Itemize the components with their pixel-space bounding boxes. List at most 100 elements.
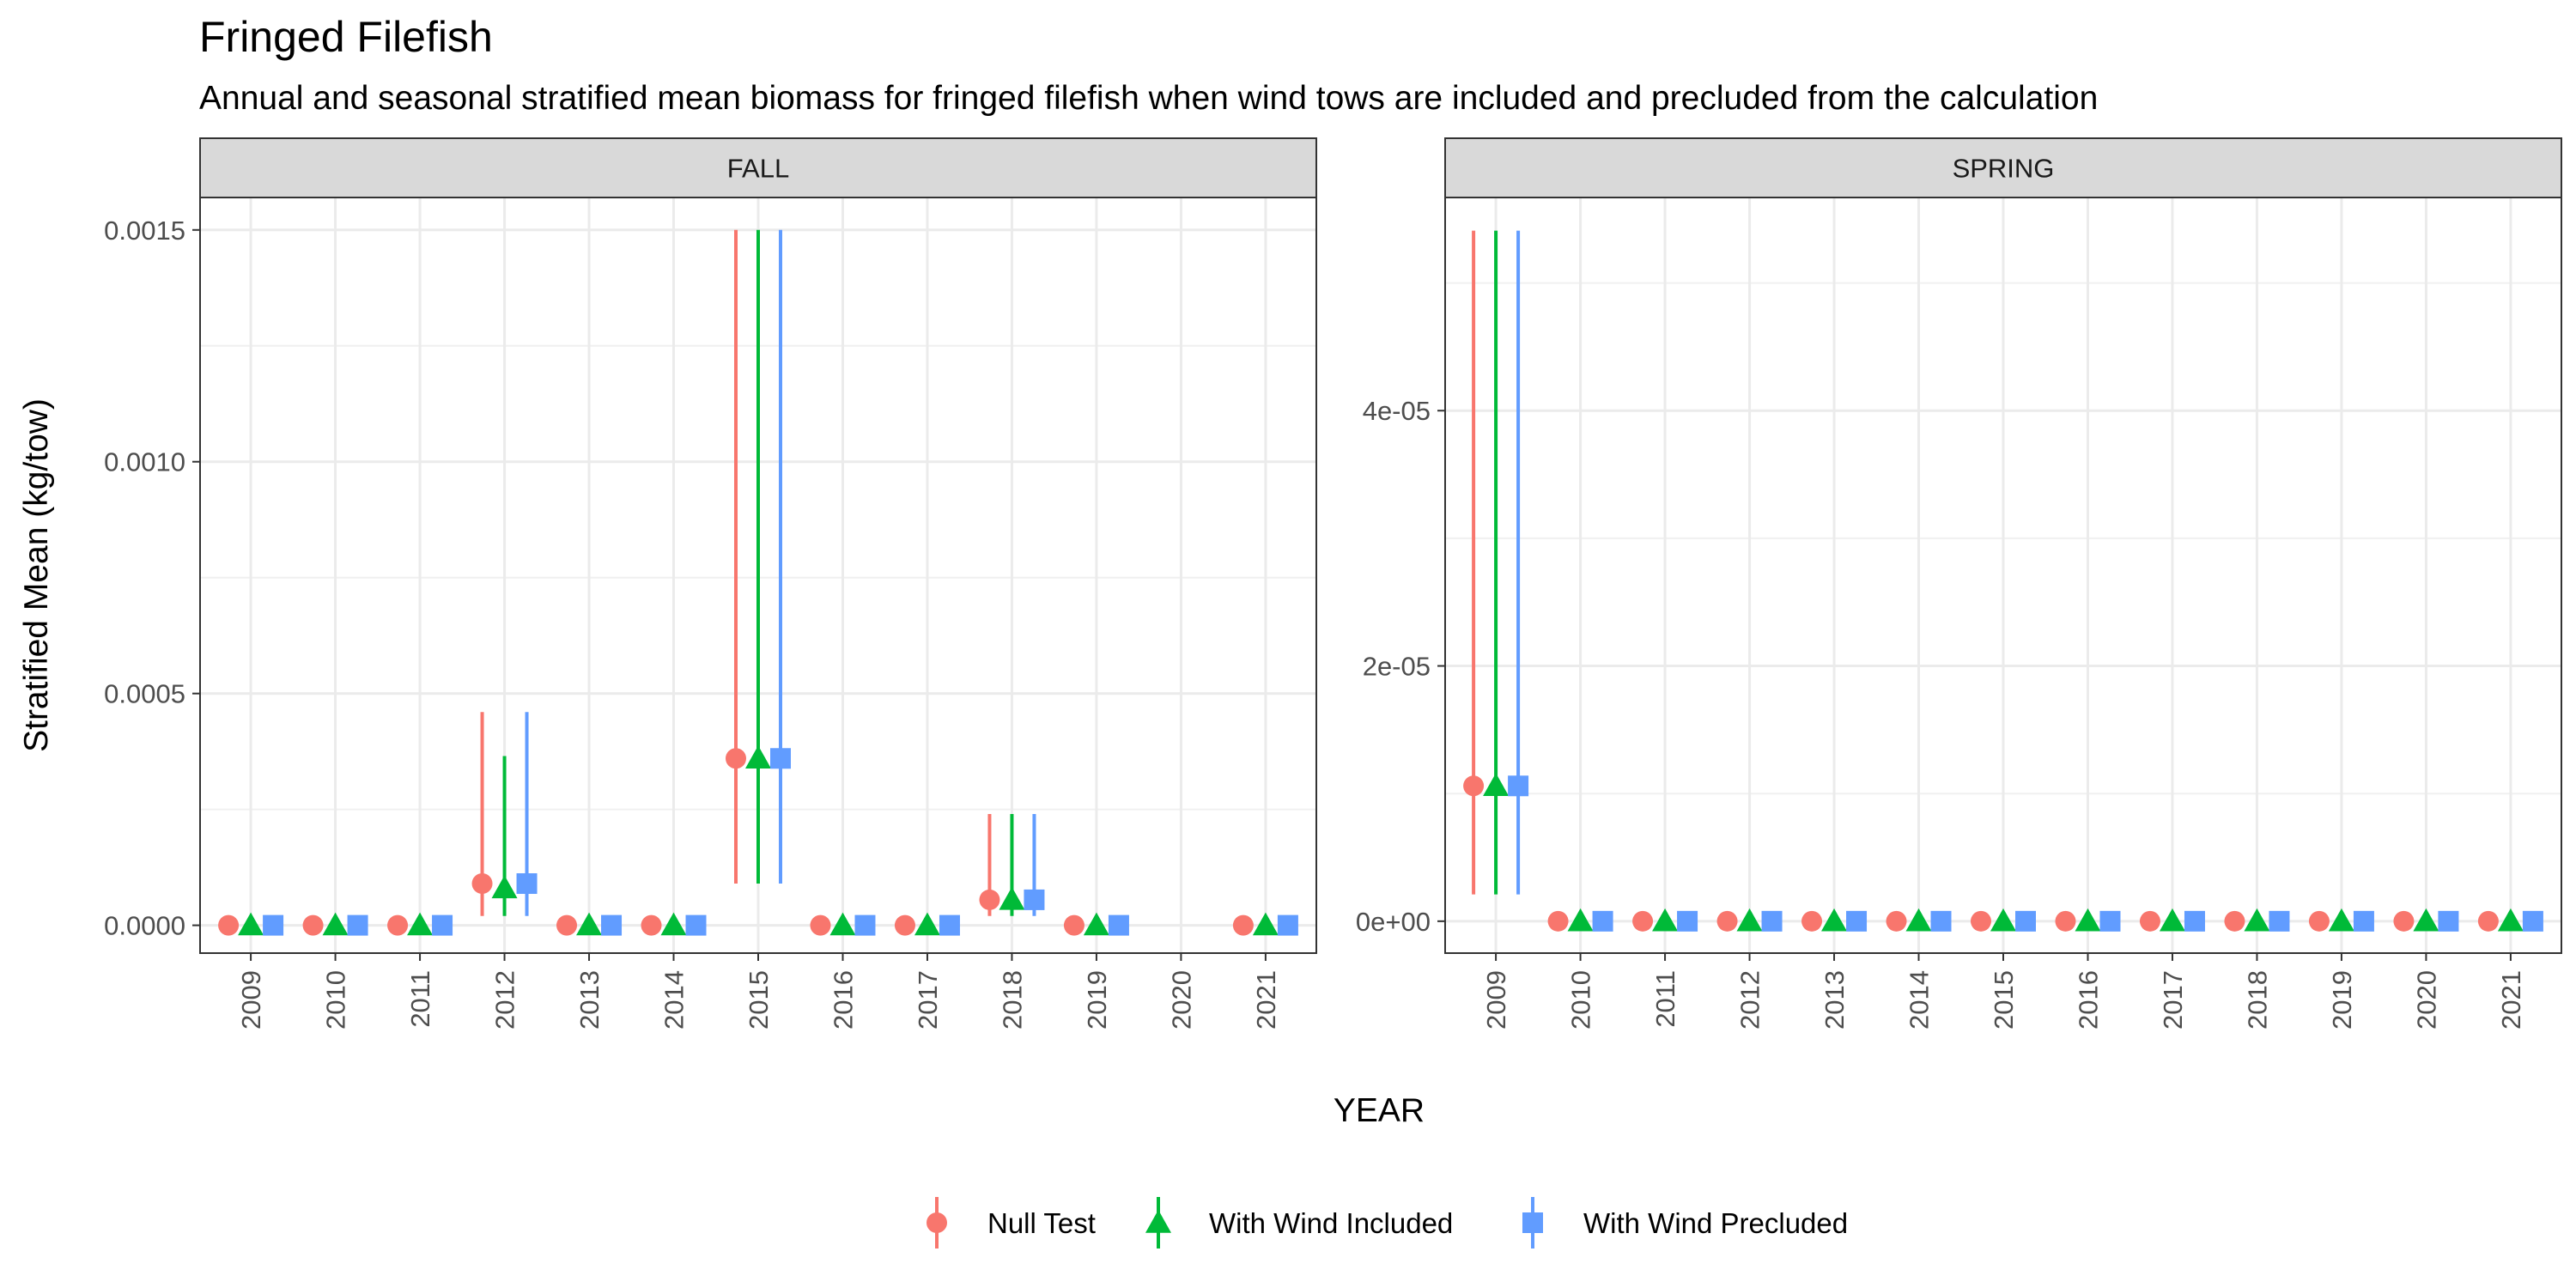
data-point <box>2184 910 2205 932</box>
data-point <box>471 873 493 895</box>
data-point <box>2477 910 2499 932</box>
legend-item-null-test: Null Test <box>927 1197 1096 1249</box>
data-point <box>2413 908 2439 932</box>
series-with-wind-precluded <box>263 229 1298 936</box>
x-tick-label: 2016 <box>828 970 858 1030</box>
data-point <box>660 912 687 936</box>
legend-label: With Wind Precluded <box>1583 1207 1848 1239</box>
x-tick-label: 2020 <box>1166 970 1196 1030</box>
x-tick-label: 2021 <box>2496 970 2526 1030</box>
x-axis-title: YEAR <box>1334 1092 1425 1129</box>
legend-label: Null Test <box>987 1207 1096 1239</box>
facet-strip <box>199 137 1317 198</box>
x-tick-label: 2012 <box>490 970 520 1030</box>
legend-key-marker <box>927 1212 947 1233</box>
x-tick-label: 2021 <box>1251 970 1281 1030</box>
data-point <box>641 914 662 936</box>
legend: Null Test With Wind Included With Wind Pre… <box>927 1197 1848 1249</box>
data-point <box>1971 910 1991 932</box>
data-point <box>322 912 349 936</box>
x-tick-label: 2016 <box>2073 970 2103 1030</box>
series-with-wind-included <box>238 229 1279 936</box>
data-point <box>2055 910 2076 932</box>
x-tick-label: 2009 <box>236 970 266 1030</box>
data-point <box>1632 910 1654 932</box>
y-tick-label: 0.0015 <box>104 216 185 246</box>
legend-item-with-wind-precluded: With Wind Precluded <box>1522 1197 1848 1249</box>
data-point <box>939 914 960 936</box>
facet-panel-spring: SPRING 0e+00 2e-05 4e-05 2009 2010 2011 2012 201… <box>1356 137 2562 1030</box>
x-tick-label: 2013 <box>574 970 605 1030</box>
data-point <box>914 912 940 936</box>
data-point <box>1277 914 1298 936</box>
data-point <box>1886 910 1907 932</box>
x-tick-label: 2015 <box>1989 970 2019 1030</box>
data-point <box>263 914 284 936</box>
data-point <box>1252 912 1279 936</box>
y-axis-title: Stratified Mean (kg/tow) <box>18 398 55 752</box>
data-point <box>829 912 856 936</box>
data-point <box>432 914 453 936</box>
legend-key-marker <box>1522 1212 1543 1233</box>
x-tick-label: 2017 <box>2158 970 2188 1030</box>
x-tick-label: 2010 <box>321 970 351 1030</box>
data-point <box>601 914 623 936</box>
data-point <box>1063 914 1084 936</box>
data-point <box>302 914 324 936</box>
data-point <box>1990 908 2016 932</box>
data-point <box>347 914 368 936</box>
legend-label: With Wind Included <box>1209 1207 1453 1239</box>
facet-panels: FALL 0.0000 0.0005 0.0010 0.0015 2009 2010 2011… <box>104 137 2562 1030</box>
data-point <box>1716 910 1738 932</box>
y-tick-label: 0.0000 <box>104 911 185 941</box>
data-point <box>2497 908 2524 932</box>
data-point <box>854 914 876 936</box>
x-tick-label: 2019 <box>1082 970 1112 1030</box>
data-point <box>516 873 538 895</box>
data-point <box>491 875 518 899</box>
data-point <box>1463 775 1485 797</box>
y-tick-label: 0.0010 <box>104 447 185 477</box>
y-tick-label: 4e-05 <box>1363 396 1431 426</box>
data-point <box>1736 908 1763 932</box>
x-tick-label: 2011 <box>405 970 435 1028</box>
data-point <box>1821 908 1848 932</box>
data-point <box>2099 910 2121 932</box>
data-point <box>1677 910 1698 932</box>
x-tick-label: 2014 <box>1905 970 1935 1030</box>
data-point <box>726 748 746 769</box>
data-point <box>1652 908 1679 932</box>
data-point <box>1846 910 1868 932</box>
data-point <box>2438 910 2459 932</box>
data-point <box>1930 910 1952 932</box>
data-point <box>407 912 434 936</box>
data-point <box>2139 910 2160 932</box>
chart-subtitle: Annual and seasonal stratified mean biom… <box>199 80 2098 117</box>
data-point <box>1567 908 1594 932</box>
data-point <box>1483 773 1510 796</box>
x-tick-label: 2013 <box>1820 970 1850 1030</box>
data-point <box>1547 910 1569 932</box>
data-point <box>387 914 409 936</box>
data-point <box>1801 910 1823 932</box>
facet-strip-label: SPRING <box>1953 154 2055 184</box>
data-point <box>1024 889 1045 910</box>
data-point <box>2159 908 2185 932</box>
data-point <box>1905 908 1932 932</box>
data-point <box>979 889 1000 910</box>
data-point <box>1108 914 1129 936</box>
data-point <box>238 912 264 936</box>
series-null-test <box>1463 230 2499 932</box>
x-tick-label: 2018 <box>997 970 1027 1030</box>
data-point <box>556 914 578 936</box>
data-point <box>2244 908 2270 932</box>
x-tick-label: 2012 <box>1735 970 1765 1030</box>
data-point <box>2308 910 2330 932</box>
x-tick-label: 2009 <box>1481 970 1511 1030</box>
data-point <box>1761 910 1783 932</box>
data-point <box>2224 910 2245 932</box>
data-point <box>2353 910 2374 932</box>
x-tick-label: 2015 <box>744 970 774 1030</box>
series-with-wind-precluded <box>1508 230 2543 932</box>
